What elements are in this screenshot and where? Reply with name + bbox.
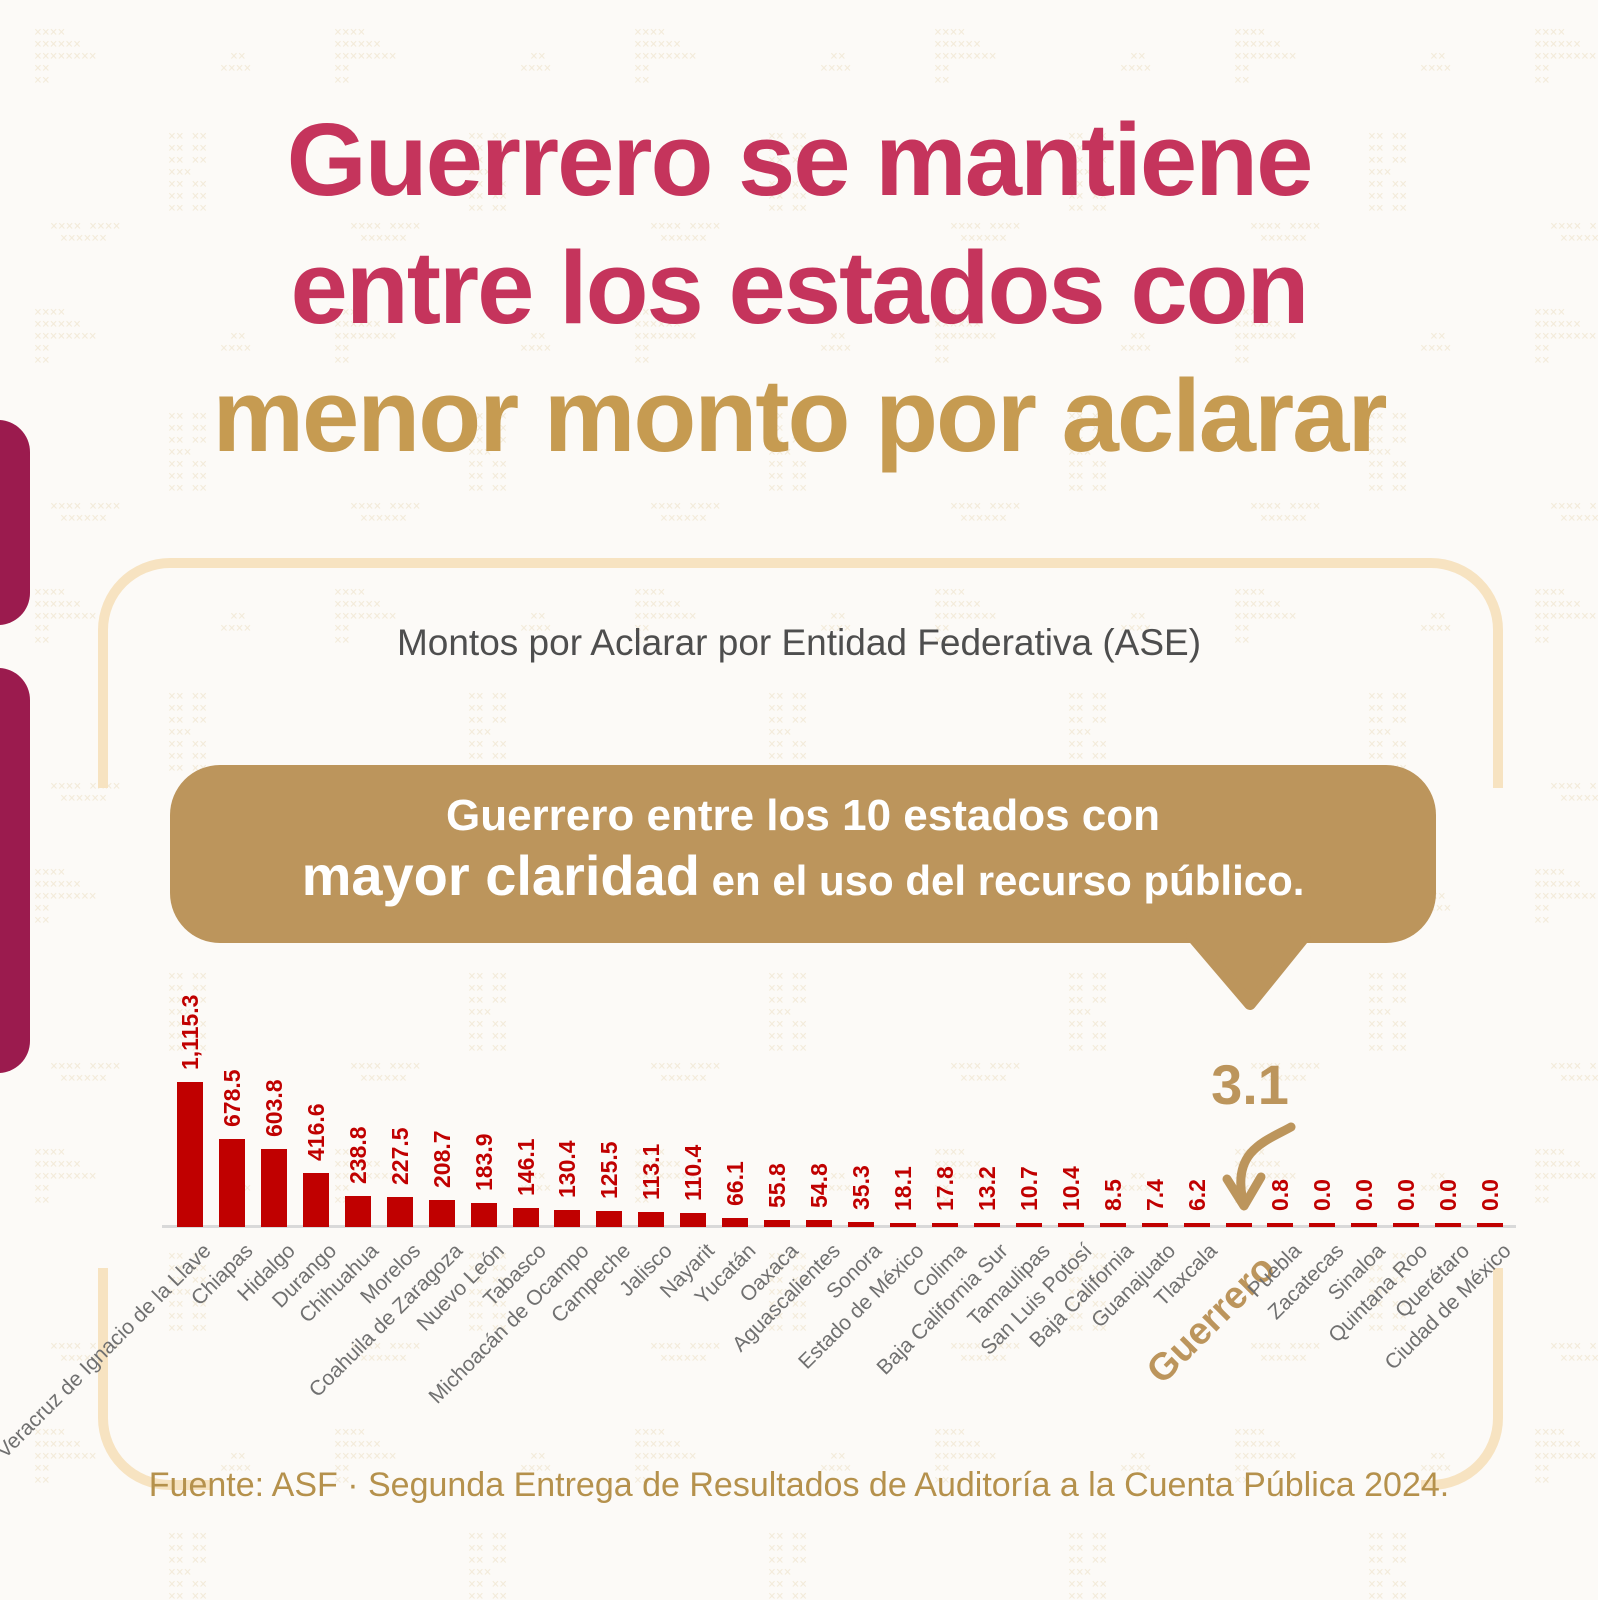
- bar: [1225, 1223, 1252, 1227]
- bar-value-label: 227.5: [386, 1127, 413, 1186]
- callout-bubble: Guerrero entre los 10 estados con mayor …: [170, 765, 1436, 943]
- bar: [848, 1222, 875, 1227]
- bar-value-label: 183.9: [470, 1133, 497, 1192]
- bar-value-label: 0.0: [1477, 1179, 1504, 1211]
- card-frame-bottom-left: [98, 1268, 210, 1490]
- bar-value-label: 0.0: [1309, 1179, 1336, 1211]
- bar-value-label: 6.2: [1183, 1179, 1210, 1211]
- title-line-3: menor monto por aclarar: [212, 358, 1387, 473]
- bar-value-label: 18.1: [889, 1166, 916, 1211]
- chart-axis-line: [162, 1225, 1516, 1228]
- bar-value-label: 66.1: [722, 1161, 749, 1207]
- bar-value-label: 0.0: [1351, 1179, 1378, 1211]
- guerrero-value-callout: 3.1: [1211, 1053, 1289, 1116]
- bar: [973, 1223, 1000, 1227]
- bar: [1183, 1223, 1210, 1227]
- bar-value-label: 0.0: [1393, 1179, 1420, 1211]
- bar: [1141, 1223, 1168, 1227]
- bar-value-label: 10.7: [1015, 1166, 1042, 1211]
- bar: [1393, 1223, 1420, 1227]
- bar: [806, 1219, 833, 1227]
- bar-value-label: 416.6: [302, 1103, 329, 1161]
- bar-value-label: 678.5: [218, 1069, 245, 1127]
- card-frame-top: [98, 558, 1503, 788]
- bar-value-label: 7.4: [1141, 1179, 1168, 1211]
- bar-value-label: 13.2: [973, 1166, 1000, 1211]
- bar: [638, 1212, 665, 1227]
- bar: [680, 1212, 707, 1227]
- bar: [1267, 1223, 1294, 1227]
- callout-line-2-rest: en el uso del recurso público.: [699, 857, 1305, 904]
- bar: [218, 1138, 245, 1227]
- bar-value-label: 54.8: [806, 1163, 833, 1208]
- bar: [1351, 1223, 1378, 1227]
- callout-emphasis: mayor claridad: [301, 844, 700, 907]
- bar-value-label: 130.4: [554, 1140, 581, 1199]
- bar-value-label: 0.0: [1435, 1179, 1462, 1211]
- bar: [889, 1223, 916, 1227]
- bar: [764, 1219, 791, 1227]
- left-accent-bar-bottom: [0, 668, 30, 1073]
- bar-value-label: 8.5: [1099, 1179, 1126, 1211]
- bar: [512, 1208, 539, 1227]
- title-line-1: Guerrero se mantiene: [286, 102, 1314, 217]
- bar: [1477, 1223, 1504, 1227]
- bar-value-label: 125.5: [596, 1141, 623, 1199]
- callout-line-2: mayor claridad en el uso del recurso púb…: [170, 843, 1436, 914]
- bar: [1099, 1223, 1126, 1227]
- bar: [1309, 1223, 1336, 1227]
- bar: [260, 1148, 287, 1227]
- bar-value-label: 0.8: [1267, 1179, 1294, 1211]
- bar-value-label: 35.3: [848, 1165, 875, 1211]
- bar-value-label: 10.4: [1057, 1166, 1084, 1211]
- bar: [1435, 1223, 1462, 1227]
- bar: [1015, 1223, 1042, 1227]
- chart-title: Montos por Aclarar por Entidad Federativ…: [396, 622, 1202, 663]
- bar-value-label: 146.1: [512, 1138, 539, 1196]
- bar-category-label: Veracruz de Ignacio de la Llave: [0, 1239, 216, 1463]
- bar: [428, 1199, 455, 1227]
- bar: [177, 1082, 203, 1227]
- bar: [344, 1195, 371, 1227]
- title-line-2: entre los estados con: [290, 230, 1310, 345]
- bar: [302, 1172, 329, 1227]
- bar-value-label: 208.7: [428, 1130, 455, 1188]
- bar-value-label: 113.1: [638, 1144, 665, 1201]
- bar: [931, 1223, 958, 1227]
- bar-value-label: 603.8: [260, 1078, 287, 1137]
- callout-line-1: Guerrero entre los 10 estados con: [445, 791, 1161, 840]
- bar: [470, 1203, 497, 1227]
- bar-value-label: 17.8: [931, 1166, 958, 1211]
- left-accent-bar-top: [0, 420, 30, 625]
- page-title: Guerrero se mantiene entre los estados c…: [0, 96, 1598, 480]
- bar-value-label: 238.8: [344, 1126, 371, 1184]
- bar-value-label: 55.8: [764, 1162, 791, 1208]
- bar-value-label: 1,115.3: [177, 994, 203, 1070]
- bar: [596, 1210, 623, 1227]
- bar: [722, 1218, 749, 1227]
- bar: [554, 1210, 581, 1227]
- source-note: Fuente: ASF · Segunda Entrega de Resulta…: [148, 1466, 1450, 1504]
- bar: [386, 1197, 413, 1227]
- bar: [1057, 1223, 1084, 1227]
- bar-value-label: 110.4: [680, 1144, 707, 1201]
